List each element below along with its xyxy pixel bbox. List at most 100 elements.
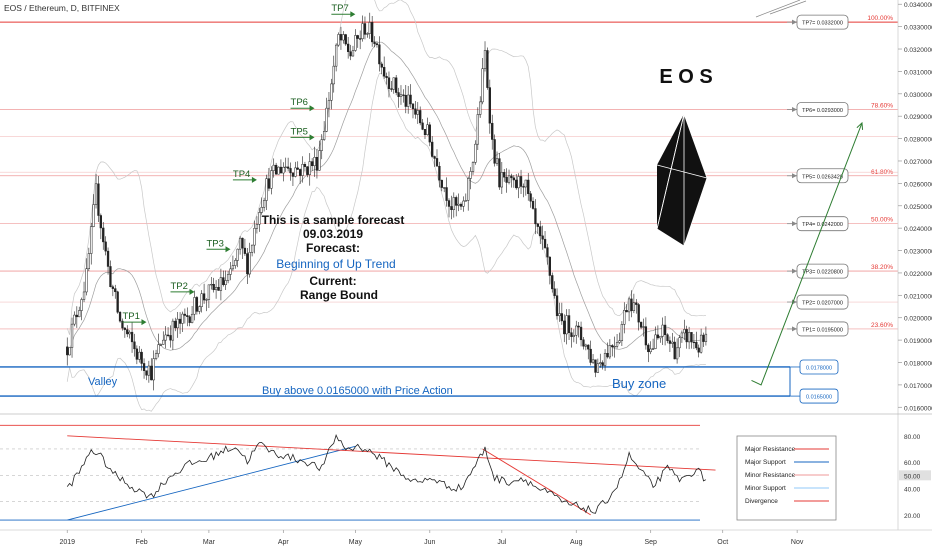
price-candle — [359, 30, 362, 50]
price-candle — [126, 325, 129, 338]
buy-zone-label: Buy zone — [612, 376, 666, 391]
price-candle — [70, 317, 74, 358]
fib-level-label: 78.60% — [871, 102, 893, 109]
price-candle — [452, 192, 455, 218]
price-candle — [363, 16, 367, 40]
price-candle — [409, 84, 412, 108]
price-candle — [397, 87, 400, 108]
price-candle — [479, 96, 482, 118]
target-markers: TP1 TP2 TP3 TP4 TP5 TP6 TP7 — [122, 3, 356, 326]
forecast-line-current-label: Current: — [309, 274, 356, 288]
price-candle — [582, 337, 585, 350]
price-candle — [587, 344, 590, 360]
price-candle — [447, 198, 451, 218]
price-candle — [282, 162, 285, 182]
target-marker: TP3 — [206, 238, 231, 253]
price-candle — [214, 280, 218, 299]
price-axis-tick-label: 0.0280000 — [904, 137, 932, 144]
price-candle — [354, 29, 357, 52]
price-axis-tick-label: 0.0250000 — [904, 204, 932, 211]
price-axis-tick-label: 0.0320000 — [904, 47, 932, 54]
price-candle — [66, 337, 69, 366]
price-candle — [135, 345, 139, 365]
price-candle — [217, 279, 220, 291]
price-candle — [455, 195, 458, 217]
price-candle — [250, 244, 254, 257]
price-candle — [615, 333, 619, 349]
fib-level-label: 38.20% — [871, 264, 893, 271]
price-candle — [171, 318, 175, 351]
price-candle — [298, 168, 302, 184]
time-axis-label: Jul — [497, 539, 506, 546]
price-candle — [284, 157, 287, 172]
price-candle — [330, 78, 333, 110]
forecast-arrowhead — [856, 121, 864, 130]
price-candle — [625, 304, 628, 313]
price-candle — [423, 128, 427, 139]
price-candle — [541, 225, 544, 250]
price-candle — [92, 194, 95, 228]
legend-label: Major Resistance — [745, 446, 796, 453]
price-candle — [320, 134, 323, 160]
price-candle — [140, 348, 143, 371]
legend-label: Minor Support — [745, 485, 786, 492]
forecast-line-current-state: Range Bound — [300, 288, 378, 302]
time-axis-label: Nov — [791, 539, 804, 546]
price-candle — [680, 330, 684, 343]
target-marker: TP2 — [170, 281, 195, 295]
price-candle — [462, 196, 465, 212]
price-candle — [623, 302, 626, 334]
price-axis-tick-label: 0.0160000 — [904, 405, 932, 412]
price-axis-tick-label: 0.0210000 — [904, 293, 932, 300]
price-candle — [368, 12, 371, 39]
price-candle — [692, 334, 696, 350]
price-candle — [395, 74, 398, 96]
symbol-title: EOS / Ethereum, D, BITFINEX — [4, 3, 120, 13]
price-candle — [366, 32, 369, 38]
price-candle — [575, 320, 578, 344]
price-candle — [337, 32, 340, 47]
time-axis-label: Apr — [278, 539, 290, 546]
price-candle — [635, 299, 638, 314]
price-candle — [286, 157, 290, 172]
price-candle — [704, 326, 708, 346]
price-candle — [73, 311, 76, 327]
price-candle — [611, 344, 614, 357]
price-axis-tick-label: 0.0170000 — [904, 383, 932, 390]
price-candle — [649, 341, 652, 355]
price-candle — [301, 156, 304, 183]
target-marker: TP7 — [331, 3, 356, 18]
price-candle — [457, 193, 460, 212]
price-candle — [87, 247, 90, 271]
band-middle — [66, 41, 706, 356]
price-candle — [133, 333, 136, 357]
price-candle — [500, 161, 503, 195]
price-candle — [656, 325, 660, 340]
price-candle — [181, 311, 184, 332]
price-candle — [186, 307, 189, 327]
price-candle — [507, 169, 511, 185]
target-price-label: TP2= 0.0207000 — [802, 301, 843, 307]
price-candle — [109, 260, 112, 288]
price-candle — [519, 169, 523, 194]
price-candle — [591, 354, 595, 364]
price-candle — [531, 197, 535, 210]
price-candle — [563, 314, 566, 343]
price-candle — [190, 306, 194, 324]
legend-label: Divergence — [745, 498, 778, 505]
price-candle — [548, 256, 551, 285]
price-candle — [620, 321, 624, 346]
price-candle — [390, 81, 393, 92]
price-candle — [440, 179, 443, 192]
price-axis-tick-label: 0.0200000 — [904, 316, 932, 323]
drawing-tool-line — [755, 0, 801, 18]
price-candle — [380, 61, 383, 75]
price-candle — [222, 270, 225, 287]
price-candle — [671, 332, 674, 348]
price-candle — [342, 31, 345, 44]
price-candle — [589, 340, 592, 366]
price-candle — [248, 242, 251, 278]
price-candle — [121, 318, 124, 331]
price-candle — [450, 195, 453, 220]
